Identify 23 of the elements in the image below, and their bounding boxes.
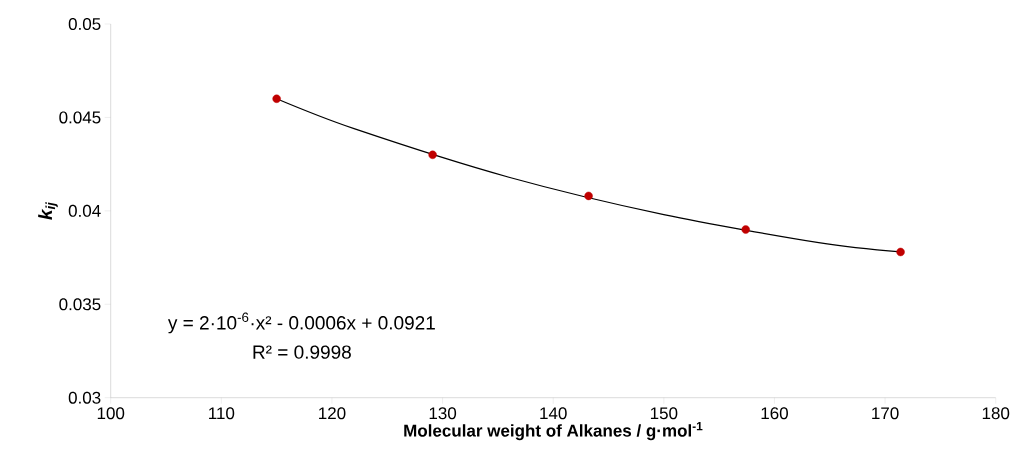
x-tick-label: 100: [97, 407, 125, 420]
y-tick-label: 0.035: [59, 298, 101, 311]
y-axis-title: k$_{ij}$: [38, 201, 58, 220]
y-tick-label: 0.03: [68, 391, 101, 404]
point: [584, 191, 593, 201]
x-tick-label: 160: [761, 407, 788, 420]
point: [896, 247, 905, 257]
point: [741, 225, 750, 234]
x-tick-label: 170: [872, 407, 899, 420]
x-tick-label: 180: [982, 407, 1010, 420]
annotation: y = 2·10$^{-6}$·x² - 0.0006x + 0.0921: [167, 312, 435, 334]
x-tick-label: 130: [429, 407, 457, 420]
point: [272, 94, 281, 103]
y-tick-label: 0.045: [59, 111, 101, 124]
x-tick-label: 140: [540, 407, 567, 420]
x-tick-label: 110: [209, 407, 235, 420]
annotation: R² = 0.9998: [253, 345, 351, 359]
x-tick-label: 120: [319, 407, 346, 420]
x-tick-label: 150: [650, 407, 678, 420]
y-tick-label: 0.05: [68, 17, 101, 31]
x-axis-title: Molecular weight of Alkanes / g·mol$^{-1}$: [404, 422, 703, 441]
y-tick-label: 0.04: [68, 204, 101, 217]
point: [428, 150, 437, 159]
